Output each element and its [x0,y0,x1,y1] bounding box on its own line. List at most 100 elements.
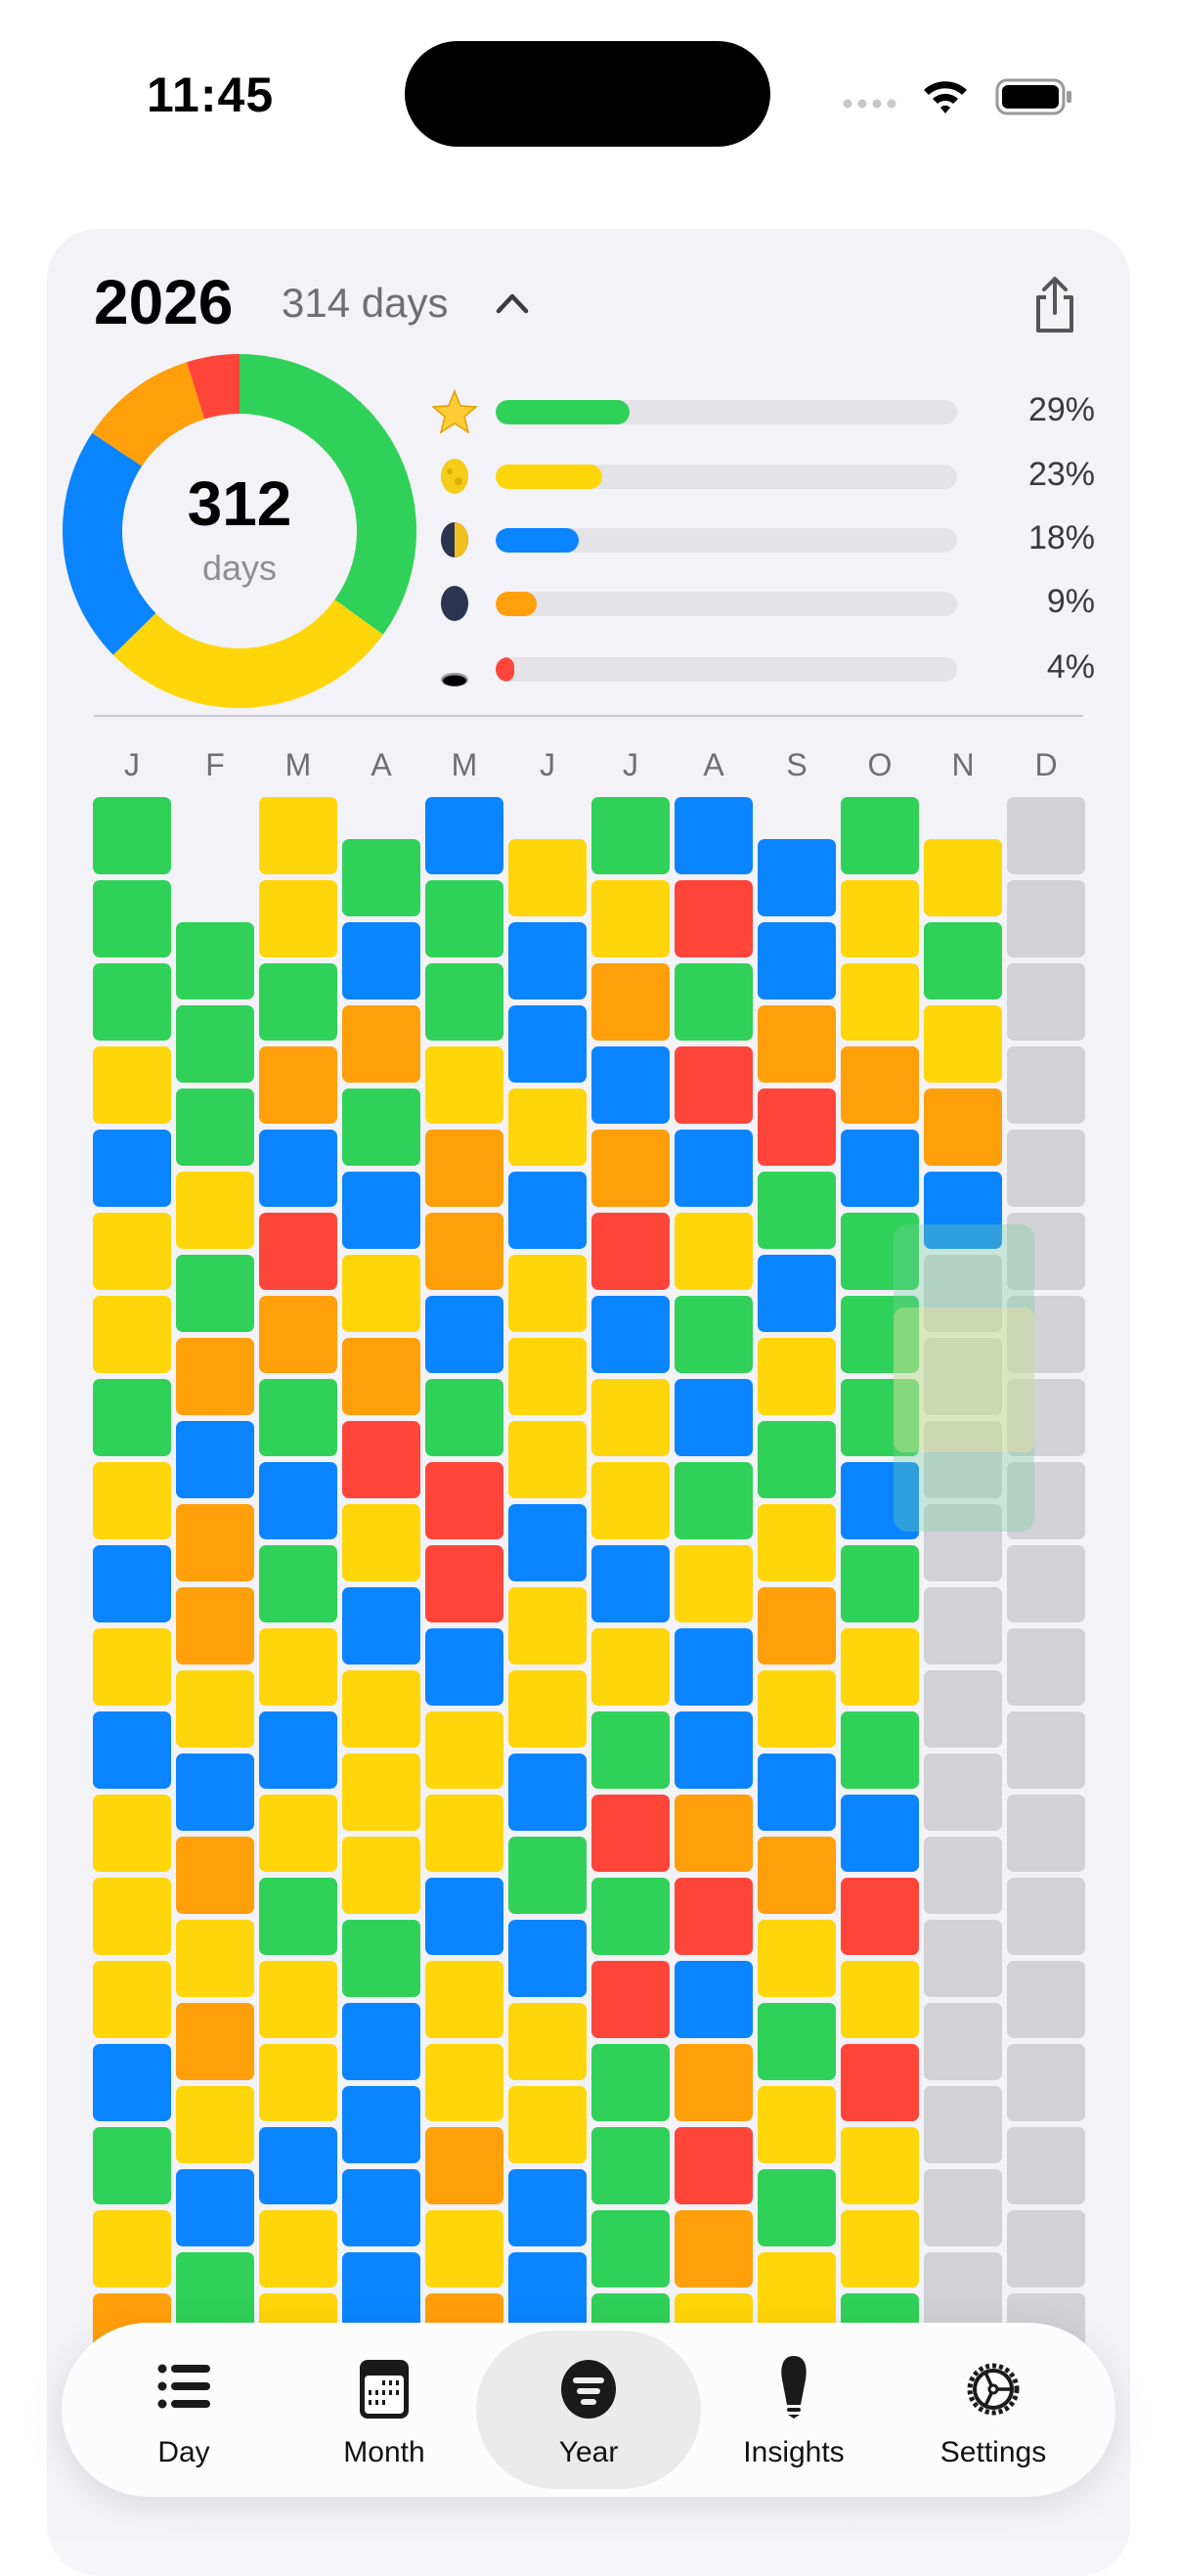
day-cell[interactable] [591,2210,670,2287]
day-cell[interactable] [176,1420,254,1498]
day-cell[interactable] [675,2044,753,2121]
day-cell[interactable] [758,1919,836,1997]
day-cell[interactable] [176,2085,254,2163]
day-cell[interactable] [425,1711,503,1789]
day-cell[interactable] [259,1711,337,1789]
day-cell[interactable] [758,921,836,999]
day-cell[interactable] [675,963,753,1041]
day-cell[interactable] [342,1753,420,1831]
day-cell[interactable] [758,1586,836,1665]
day-cell[interactable] [425,1878,503,1955]
day-cell[interactable] [924,1004,1002,1083]
day-cell[interactable] [758,1503,836,1581]
day-cell[interactable] [176,1088,254,1166]
day-cell[interactable] [508,921,587,999]
day-cell[interactable] [924,1337,1002,1415]
day-cell[interactable] [1007,2127,1085,2204]
day-cell[interactable] [924,2251,1002,2330]
day-cell[interactable] [1007,1046,1085,1124]
day-cell[interactable] [508,2168,587,2246]
day-cell[interactable] [176,1337,254,1415]
day-cell[interactable] [259,1628,337,1706]
day-cell[interactable] [591,880,670,957]
day-cell[interactable] [176,1171,254,1249]
day-cell[interactable] [924,1171,1002,1249]
day-cell[interactable] [1007,2210,1085,2287]
day-cell[interactable] [342,1919,420,1997]
day-cell[interactable] [342,921,420,999]
day-cell[interactable] [508,2085,587,2163]
day-cell[interactable] [425,1296,503,1373]
day-cell[interactable] [841,1462,919,1539]
day-cell[interactable] [93,1545,171,1622]
day-cell[interactable] [675,2210,753,2287]
day-cell[interactable] [924,1586,1002,1665]
day-cell[interactable] [591,1462,670,1539]
day-cell[interactable] [1007,1296,1085,1373]
day-cell[interactable] [841,1130,919,1207]
day-cell[interactable] [591,1545,670,1622]
day-cell[interactable] [425,1628,503,1706]
day-cell[interactable] [675,1795,753,1872]
day-cell[interactable] [425,1130,503,1207]
day-cell[interactable] [259,797,337,874]
day-cell[interactable] [425,797,503,874]
day-cell[interactable] [758,2002,836,2080]
day-cell[interactable] [841,2210,919,2287]
day-cell[interactable] [259,1795,337,1872]
day-cell[interactable] [1007,1878,1085,1955]
day-cell[interactable] [841,963,919,1041]
day-cell[interactable] [259,1379,337,1456]
day-cell[interactable] [342,2085,420,2163]
day-cell[interactable] [841,1878,919,1955]
day-cell[interactable] [758,2168,836,2246]
day-cell[interactable] [924,1919,1002,1997]
day-cell[interactable] [508,1836,587,1914]
day-cell[interactable] [924,1088,1002,1166]
day-cell[interactable] [93,1130,171,1207]
day-cell[interactable] [591,1046,670,1124]
day-cell[interactable] [591,1961,670,2038]
day-cell[interactable] [93,1628,171,1706]
tab-month[interactable]: Month [272,2331,497,2489]
day-cell[interactable] [176,2168,254,2246]
day-cell[interactable] [508,2002,587,2080]
day-cell[interactable] [591,1130,670,1207]
day-cell[interactable] [425,1379,503,1456]
day-cell[interactable] [93,1711,171,1789]
day-cell[interactable] [425,963,503,1041]
day-cell[interactable] [841,2127,919,2204]
day-cell[interactable] [591,2127,670,2204]
day-cell[interactable] [342,2168,420,2246]
day-cell[interactable] [758,1337,836,1415]
day-cell[interactable] [675,1046,753,1124]
day-cell[interactable] [508,838,587,916]
day-cell[interactable] [93,2044,171,2121]
day-cell[interactable] [841,2044,919,2121]
day-cell[interactable] [508,1503,587,1581]
day-cell[interactable] [1007,2044,1085,2121]
day-cell[interactable] [924,921,1002,999]
day-cell[interactable] [591,1628,670,1706]
day-cell[interactable] [93,963,171,1041]
day-cell[interactable] [591,1213,670,1290]
day-cell[interactable] [259,963,337,1041]
day-cell[interactable] [425,1462,503,1539]
day-cell[interactable] [342,838,420,916]
day-cell[interactable] [342,1171,420,1249]
day-cell[interactable] [1007,1130,1085,1207]
day-cell[interactable] [259,1130,337,1207]
day-cell[interactable] [93,1296,171,1373]
day-cell[interactable] [93,2210,171,2287]
day-cell[interactable] [342,1254,420,1332]
day-cell[interactable] [259,2044,337,2121]
day-cell[interactable] [93,1379,171,1456]
day-cell[interactable] [425,1545,503,1622]
day-cell[interactable] [758,1088,836,1166]
day-cell[interactable] [342,1586,420,1665]
day-cell[interactable] [425,2127,503,2204]
day-cell[interactable] [259,1296,337,1373]
day-cell[interactable] [841,1379,919,1456]
day-cell[interactable] [259,1961,337,2038]
day-cell[interactable] [841,880,919,957]
